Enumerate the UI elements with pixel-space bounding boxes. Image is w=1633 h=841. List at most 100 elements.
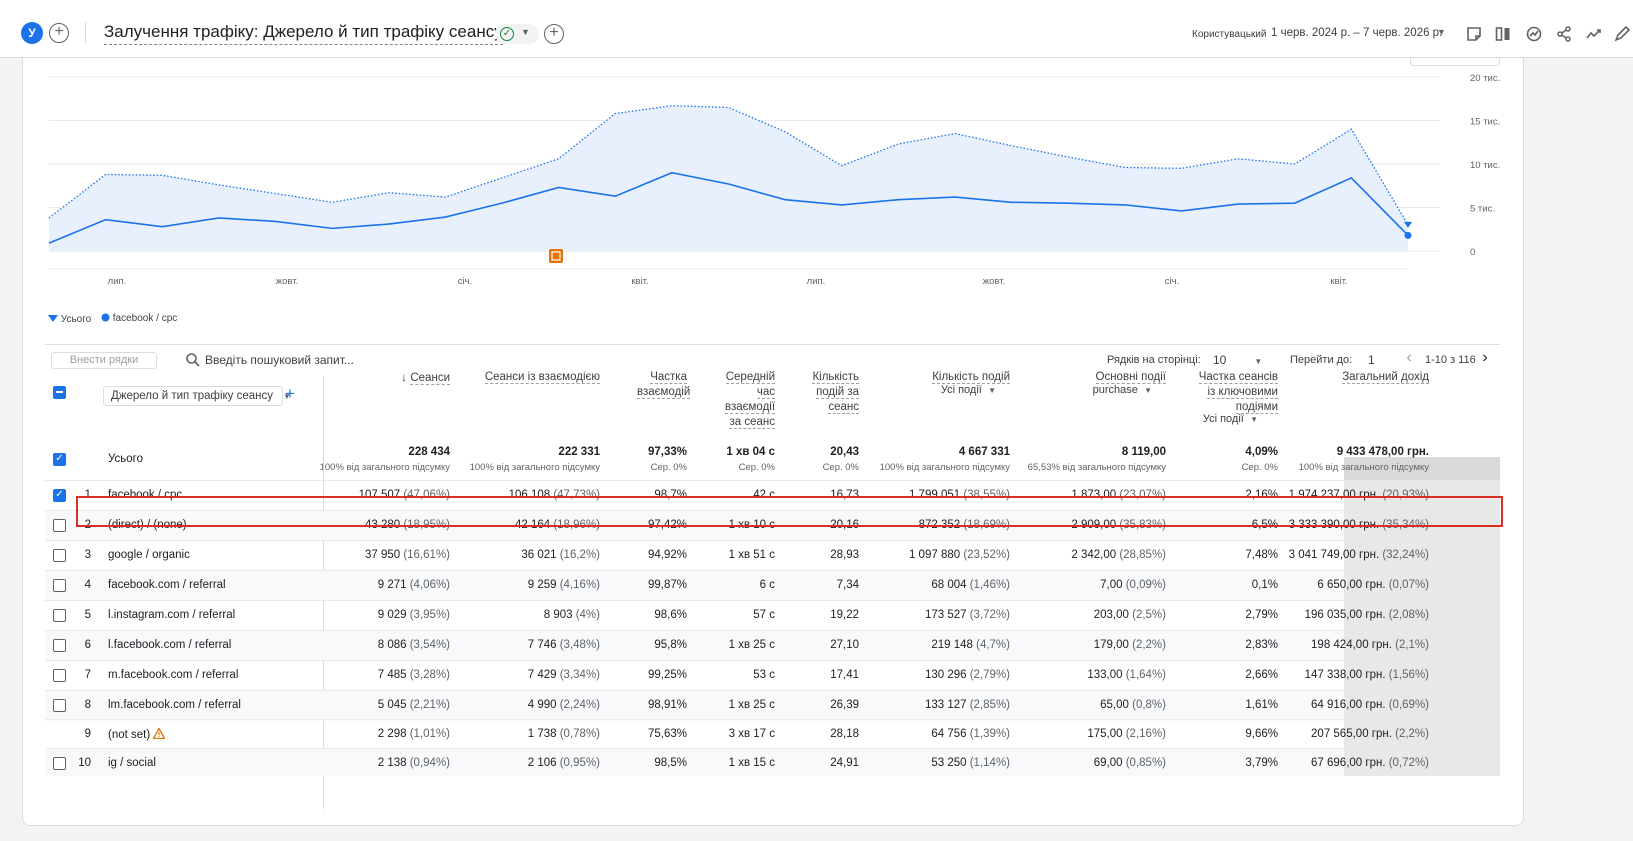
column-header[interactable]: Загальний дохід — [1299, 370, 1429, 385]
column-metric-select[interactable]: purchase ▼ — [1093, 384, 1152, 396]
row-index: 8 — [84, 699, 91, 711]
row-metric-value: 147 338,00 грн. — [1304, 669, 1386, 681]
page-title[interactable]: Залучення трафіку: Джерело й тип трафіку… — [104, 22, 503, 45]
table-row[interactable]: 9 (not set) 2 298 (1,01%) 1 738 (0,78%) 75,6… — [45, 719, 1500, 750]
row-metric-percent: (2,79%) — [966, 669, 1010, 681]
add-comparison-icon[interactable]: + — [49, 23, 69, 43]
note-icon[interactable] — [1465, 25, 1483, 43]
row-metric-cell: 94,92% — [648, 549, 687, 561]
legend-fbcpc-icon — [101, 313, 110, 322]
row-dimension-link[interactable]: m.facebook.com / referral — [108, 669, 238, 681]
table-row[interactable]: 3 google / organic 37 950 (16,61%) 36 021 (… — [45, 540, 1500, 571]
row-dimension-link[interactable]: l.facebook.com / referral — [108, 639, 231, 651]
row-checkbox[interactable] — [53, 757, 66, 770]
compare-icon[interactable] — [1494, 25, 1512, 43]
row-dimension-link[interactable]: lm.facebook.com / referral — [108, 699, 241, 711]
row-metric-value: 175,00 — [1087, 728, 1123, 740]
totals-value: 4,09% — [1245, 446, 1278, 458]
row-checkbox[interactable] — [53, 579, 66, 592]
row-dimension-label: facebook / cpc — [108, 489, 183, 501]
chart-type-button[interactable] — [1410, 58, 1500, 66]
row-metric-value: 69,00 — [1093, 757, 1123, 769]
row-metric-value: 1 хв 25 с — [728, 699, 775, 711]
legend-item-fbcpc[interactable]: facebook / cpc — [101, 313, 177, 324]
table-row[interactable]: 6 l.facebook.com / referral 8 086 (3,54%) 7… — [45, 630, 1500, 661]
add-dimension-icon[interactable]: + — [285, 384, 295, 403]
next-page-icon[interactable]: › — [1482, 349, 1488, 366]
row-metric-cell: 2,79% — [1245, 609, 1278, 621]
row-dimension-link[interactable]: (not set) — [108, 728, 166, 741]
goto-input[interactable]: 1 — [1368, 353, 1375, 367]
table-row[interactable]: 10 ig / social 2 138 (0,94%) 2 106 (0,95%) 9… — [45, 748, 1500, 776]
table-row[interactable]: 5 l.instagram.com / referral 9 029 (3,95%)… — [45, 600, 1500, 631]
rows-per-page-select[interactable]: 10 ▼ — [1213, 353, 1262, 367]
column-header[interactable]: Частка взаємодій — [637, 370, 691, 400]
column-metric-select[interactable]: Усі події ▼ — [1203, 413, 1258, 425]
add-card-icon[interactable]: + — [544, 24, 564, 44]
x-tick-label: січ. — [1165, 276, 1179, 287]
row-checkbox[interactable]: ✓ — [53, 489, 66, 502]
row-dimension-link[interactable]: l.instagram.com / referral — [108, 609, 235, 621]
date-range-chevron-icon[interactable]: ▼ — [1437, 27, 1446, 37]
search-input[interactable] — [205, 350, 545, 370]
column-header[interactable]: Частка сеансів із ключовими подіями — [1198, 370, 1278, 415]
share-icon[interactable] — [1555, 25, 1573, 43]
prev-page-icon[interactable]: ‹ — [1406, 349, 1412, 366]
x-tick-label: квіт. — [1330, 276, 1347, 287]
y-tick-label: 10 тис. — [1470, 160, 1500, 171]
row-checkbox[interactable] — [53, 669, 66, 682]
date-range[interactable]: 1 черв. 2024 р. – 7 черв. 2026 р. — [1271, 27, 1443, 39]
column-metric-select[interactable]: Усі події ▼ — [941, 384, 996, 396]
table-row[interactable]: 7 m.facebook.com / referral 7 485 (3,28%) 7… — [45, 660, 1500, 691]
row-dimension-link[interactable]: google / organic — [108, 549, 190, 561]
sort-desc-icon[interactable]: ↓ — [401, 370, 411, 384]
row-metric-value: 1,61% — [1245, 699, 1278, 711]
row-metric-cell: 7,34 — [837, 579, 859, 591]
row-metric-value: 7 746 — [527, 639, 557, 651]
row-dimension-link[interactable]: facebook / cpc — [108, 489, 182, 501]
row-metric-value: 98,91% — [647, 699, 687, 711]
report-header: У + Залучення трафіку: Джерело й тип тра… — [0, 0, 1633, 58]
legend-item-total[interactable]: Усього — [48, 313, 91, 325]
insights-icon[interactable] — [1525, 25, 1543, 43]
table-row[interactable]: 4 facebook.com / referral 9 271 (4,06%) 9 2… — [45, 570, 1500, 601]
row-metric-cell: 1 097 880 (23,52%) — [909, 549, 1010, 561]
row-checkbox[interactable] — [53, 699, 66, 712]
row-metric-value: 98,6% — [654, 609, 687, 621]
row-checkbox[interactable] — [53, 549, 66, 562]
row-metric-cell: 2 106 (0,95%) — [528, 757, 600, 769]
row-metric-cell: 28,18 — [830, 728, 859, 740]
row-dimension-link[interactable]: ig / social — [108, 757, 156, 769]
trend-icon[interactable] — [1585, 25, 1603, 43]
row-metric-value: 2,16% — [1245, 489, 1278, 501]
column-header[interactable]: Кількість подій за сеанс — [809, 370, 859, 415]
edit-pencil-icon[interactable] — [1613, 25, 1631, 43]
column-header[interactable]: Кількість подій — [870, 370, 1010, 385]
totals-checkbox[interactable]: ✓ — [53, 453, 66, 466]
status-pill[interactable]: ✓ ▼ — [495, 24, 539, 44]
row-metric-cell: 2,16% — [1245, 489, 1278, 501]
row-dimension-label: m.facebook.com / referral — [108, 669, 239, 681]
add-rows-button[interactable]: Внести рядки — [51, 352, 157, 369]
column-header[interactable]: ↓ Сеанси — [330, 370, 450, 386]
row-metric-value: 2 106 — [527, 757, 557, 769]
dimension-select[interactable]: Джерело й тип трафіку сеансу ▼ — [103, 386, 291, 406]
row-metric-percent: (0,78%) — [556, 728, 600, 740]
column-header[interactable]: Основні події — [1056, 370, 1166, 385]
row-checkbox[interactable] — [53, 639, 66, 652]
row-metric-cell: 16,73 — [830, 489, 859, 501]
row-metric-cell: 67 696,00 грн. (0,72%) — [1311, 757, 1429, 769]
table-row[interactable]: 8 lm.facebook.com / referral 5 045 (2,21%)… — [45, 690, 1500, 721]
row-metric-cell: 7,00 (0,09%) — [1100, 579, 1166, 591]
row-checkbox[interactable] — [53, 609, 66, 622]
row-checkbox[interactable] — [53, 519, 66, 532]
avatar[interactable]: У — [21, 22, 43, 44]
row-dimension-link[interactable]: facebook.com / referral — [108, 579, 226, 591]
column-header[interactable]: Середній час взаємодії за сеанс — [725, 370, 776, 430]
row-metric-value: 53 250 — [931, 757, 967, 769]
column-header[interactable]: Сеанси із взаємодією — [450, 370, 600, 385]
row-metric-cell: 4 990 (2,24%) — [528, 699, 600, 711]
row-metric-percent: (0,8%) — [1128, 699, 1166, 711]
row-metric-cell: 19,22 — [830, 609, 859, 621]
select-all-checkbox[interactable] — [53, 386, 66, 399]
